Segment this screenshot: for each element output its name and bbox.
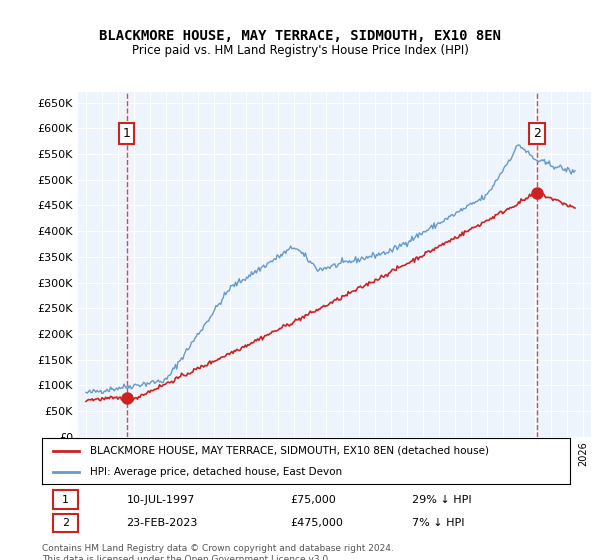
Text: Price paid vs. HM Land Registry's House Price Index (HPI): Price paid vs. HM Land Registry's House … xyxy=(131,44,469,57)
Text: BLACKMORE HOUSE, MAY TERRACE, SIDMOUTH, EX10 8EN (detached house): BLACKMORE HOUSE, MAY TERRACE, SIDMOUTH, … xyxy=(89,446,488,456)
Text: £475,000: £475,000 xyxy=(290,518,343,528)
FancyBboxPatch shape xyxy=(53,514,78,533)
Text: 29% ↓ HPI: 29% ↓ HPI xyxy=(412,494,471,505)
Text: 2: 2 xyxy=(62,518,69,528)
Text: 23-FEB-2023: 23-FEB-2023 xyxy=(127,518,198,528)
Text: 1: 1 xyxy=(122,127,131,140)
Text: BLACKMORE HOUSE, MAY TERRACE, SIDMOUTH, EX10 8EN: BLACKMORE HOUSE, MAY TERRACE, SIDMOUTH, … xyxy=(99,29,501,43)
Text: 10-JUL-1997: 10-JUL-1997 xyxy=(127,494,195,505)
Text: HPI: Average price, detached house, East Devon: HPI: Average price, detached house, East… xyxy=(89,467,341,477)
Text: 2: 2 xyxy=(533,127,541,140)
Text: 7% ↓ HPI: 7% ↓ HPI xyxy=(412,518,464,528)
FancyBboxPatch shape xyxy=(53,490,78,509)
Text: 1: 1 xyxy=(62,494,69,505)
Text: £75,000: £75,000 xyxy=(290,494,336,505)
Text: Contains HM Land Registry data © Crown copyright and database right 2024.
This d: Contains HM Land Registry data © Crown c… xyxy=(42,544,394,560)
